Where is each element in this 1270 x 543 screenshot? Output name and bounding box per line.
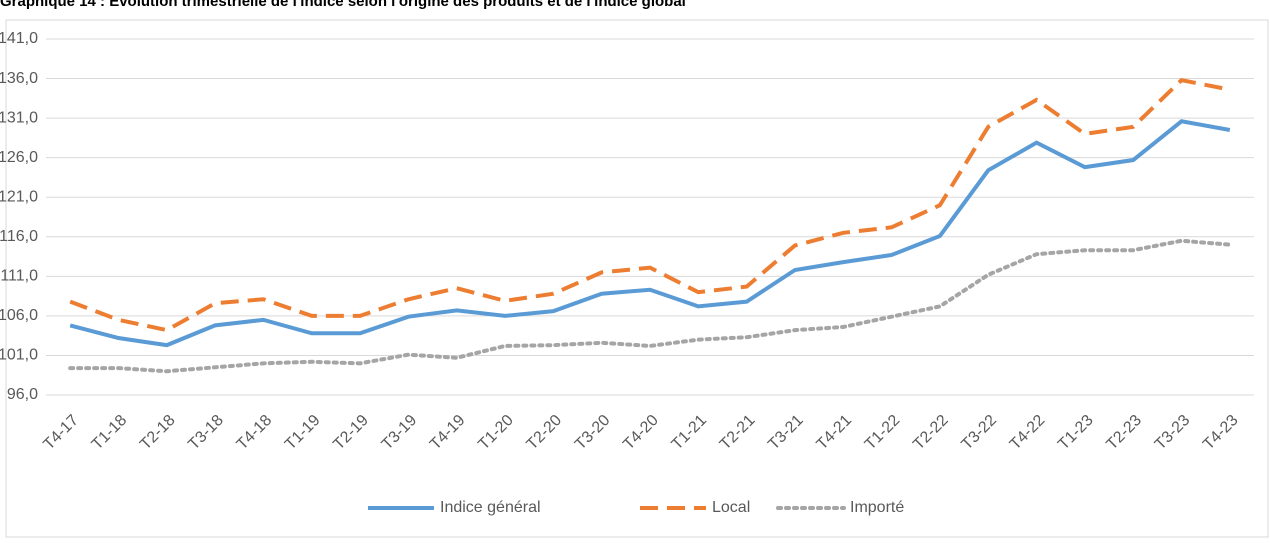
x-tick-label: T1-20 <box>475 412 517 454</box>
line-series <box>68 238 1232 374</box>
x-tick-label: T1-18 <box>89 412 131 454</box>
y-tick-label: 106,0 <box>0 307 38 324</box>
y-tick-label: 126,0 <box>0 149 38 166</box>
x-tick-label: T4-21 <box>814 412 856 454</box>
x-tick-label: T4-17 <box>40 412 82 454</box>
x-tick-label: T2-21 <box>717 412 759 454</box>
line-series <box>69 77 1231 333</box>
y-tick-label: 141,0 <box>0 30 38 47</box>
x-tick-label: T4-22 <box>1007 412 1049 454</box>
y-tick-label: 111,0 <box>0 268 38 285</box>
x-tick-label: T2-19 <box>330 412 372 454</box>
legend-label: Indice général <box>440 499 541 516</box>
x-tick-label: T1-21 <box>669 412 711 454</box>
x-tick-label: T3-19 <box>379 412 421 454</box>
legend-label: Importé <box>850 499 904 516</box>
legend-label: Local <box>712 499 750 516</box>
chart-frame <box>5 19 1269 538</box>
y-tick-label: 101,0 <box>0 347 38 364</box>
x-tick-label: T3-20 <box>572 412 614 454</box>
x-tick-label: T4-18 <box>234 412 276 454</box>
x-tick-label: T4-23 <box>1200 412 1242 454</box>
x-tick-label: T3-22 <box>958 412 1000 454</box>
x-tick-label: T2-20 <box>524 412 566 454</box>
y-tick-label: 136,0 <box>0 70 38 87</box>
x-tick-label: T2-18 <box>137 412 179 454</box>
y-tick-label: 131,0 <box>0 109 38 126</box>
y-tick-label: 116,0 <box>0 228 38 245</box>
line-series <box>69 119 1231 348</box>
x-tick-label: T4-20 <box>620 412 662 454</box>
x-tick-label: T1-23 <box>1055 412 1097 454</box>
y-tick-label: 96,0 <box>7 386 38 403</box>
x-tick-label: T4-19 <box>427 412 469 454</box>
x-tick-label: T1-22 <box>862 412 904 454</box>
x-tick-label: T2-23 <box>1103 412 1145 454</box>
chart-title: Graphique 14 : Evolution trimestrielle d… <box>0 0 686 10</box>
x-tick-label: T3-21 <box>765 412 807 454</box>
x-tick-label: T3-18 <box>185 412 227 454</box>
y-tick-label: 121,0 <box>0 188 38 205</box>
x-tick-label: T1-19 <box>282 412 324 454</box>
x-tick-label: T2-22 <box>910 412 952 454</box>
x-tick-label: T3-23 <box>1152 412 1194 454</box>
